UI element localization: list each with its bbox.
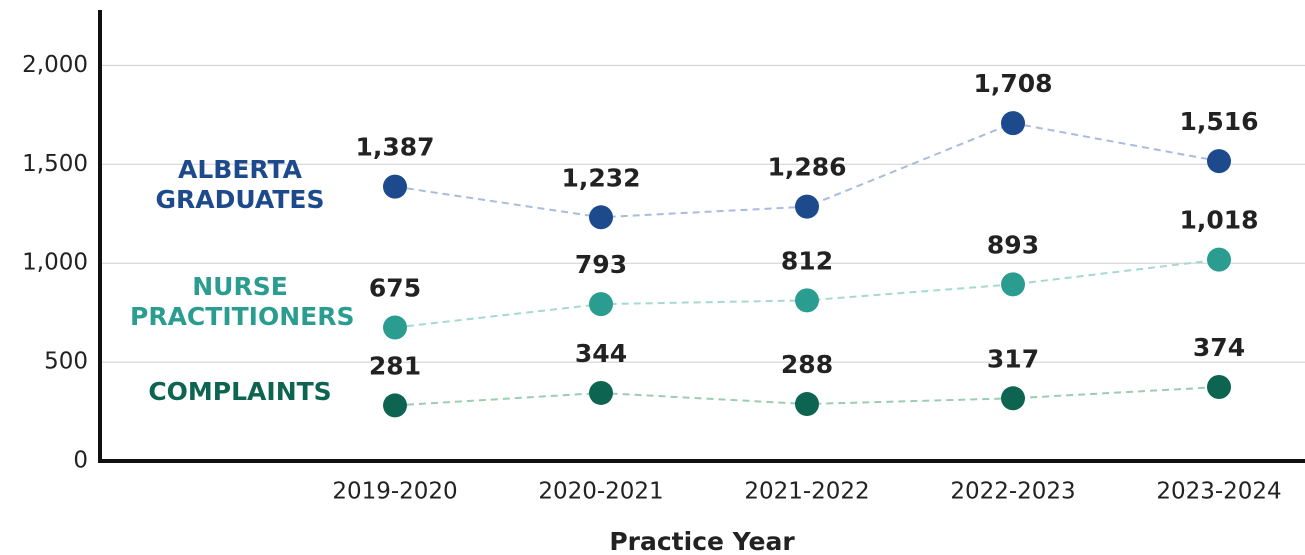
data-point	[589, 380, 613, 405]
data-point	[383, 393, 407, 418]
data-point	[1001, 111, 1025, 136]
data-label: 281	[369, 351, 421, 380]
x-tick-label: 2020-2021	[538, 479, 663, 505]
data-label: 288	[781, 350, 833, 379]
data-label: 675	[369, 273, 421, 302]
x-tick-label: 2021-2022	[744, 479, 869, 505]
data-point	[795, 194, 819, 219]
x-tick-label: 2019-2020	[332, 479, 457, 505]
data-label: 1,286	[767, 153, 846, 182]
data-label: 893	[987, 230, 1039, 259]
data-point	[795, 288, 819, 313]
data-point	[589, 205, 613, 230]
data-point	[1207, 247, 1231, 272]
data-label: 1,387	[355, 133, 434, 162]
series-label: ALBERTA GRADUATES	[155, 155, 325, 214]
x-tick-label: 2022-2023	[950, 479, 1075, 505]
series-label: COMPLAINTS	[148, 377, 332, 406]
data-label: 812	[781, 246, 833, 275]
data-label: 1,232	[561, 163, 640, 192]
data-point	[383, 174, 407, 199]
y-tick-label: 1,000	[22, 250, 88, 276]
y-tick-label: 1,500	[22, 151, 88, 177]
data-point	[1001, 272, 1025, 297]
x-axis-title: Practice Year	[609, 527, 795, 555]
data-label: 374	[1193, 333, 1245, 362]
data-point	[1001, 386, 1025, 411]
series-label: NURSE PRACTITIONERS	[130, 272, 355, 331]
data-point	[383, 315, 407, 340]
x-tick-label: 2023-2024	[1156, 479, 1281, 505]
data-point	[795, 392, 819, 417]
y-tick-label: 2,000	[22, 52, 88, 78]
y-tick-label: 0	[73, 448, 88, 474]
data-label: 1,708	[973, 69, 1052, 98]
data-point	[1207, 375, 1231, 400]
data-label: 1,018	[1179, 206, 1258, 235]
data-label: 1,516	[1179, 107, 1258, 136]
data-label: 317	[987, 344, 1039, 373]
data-point	[589, 292, 613, 317]
data-label: 793	[575, 250, 627, 279]
data-point	[1207, 149, 1231, 174]
data-label: 344	[575, 339, 627, 368]
y-tick-label: 500	[44, 349, 88, 375]
